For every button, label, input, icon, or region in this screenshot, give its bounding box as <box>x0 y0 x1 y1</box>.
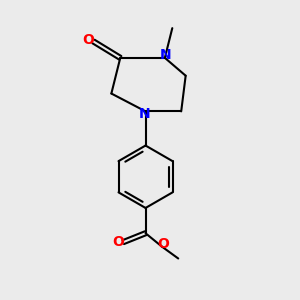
Text: N: N <box>160 48 172 62</box>
Text: O: O <box>158 237 169 250</box>
Text: O: O <box>82 33 94 47</box>
Text: O: O <box>112 235 124 249</box>
Text: N: N <box>139 107 150 121</box>
